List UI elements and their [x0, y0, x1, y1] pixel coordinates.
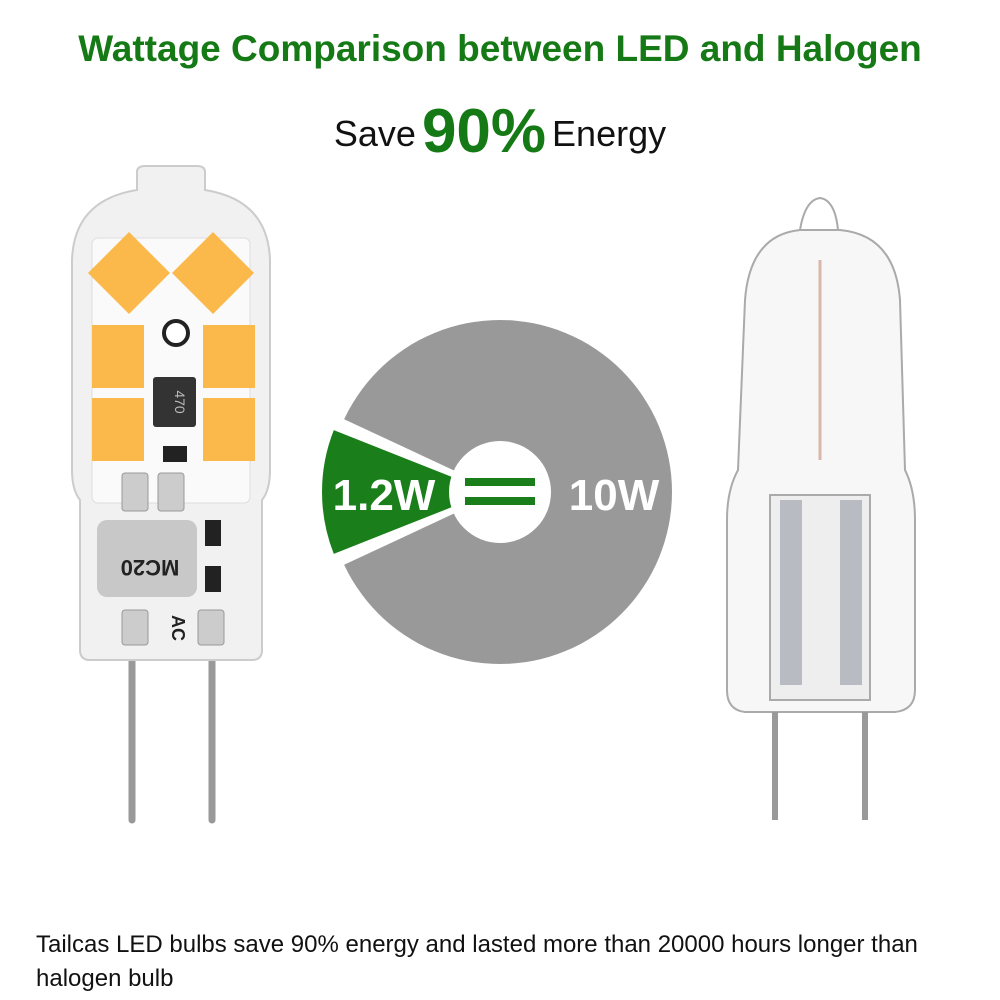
chip-label: 470 [172, 390, 188, 414]
halogen-bulb-image [726, 196, 916, 820]
led-bulb-image: 470 MC20 AC [71, 165, 271, 824]
driver-label: MC20 [121, 555, 180, 580]
wattage-pie: 1.2W 10W [320, 320, 672, 664]
equals-circle [449, 441, 551, 543]
subtitle-suffix: Energy [552, 113, 667, 154]
subtitle-prefix: Save [333, 113, 416, 154]
savings-percent: 90% [421, 97, 547, 166]
equals-icon [465, 478, 535, 486]
caption: Tailcas LED bulbs save 90% energy and la… [36, 931, 918, 992]
led-slice [322, 430, 490, 554]
page-title: Wattage Comparison between LED and Halog… [78, 28, 922, 69]
base-label: AC [168, 615, 188, 641]
led-wattage: 1.2W [333, 471, 436, 520]
subtitle: Save90% Energy [0, 96, 1000, 167]
halogen-wattage: 10W [569, 471, 660, 520]
